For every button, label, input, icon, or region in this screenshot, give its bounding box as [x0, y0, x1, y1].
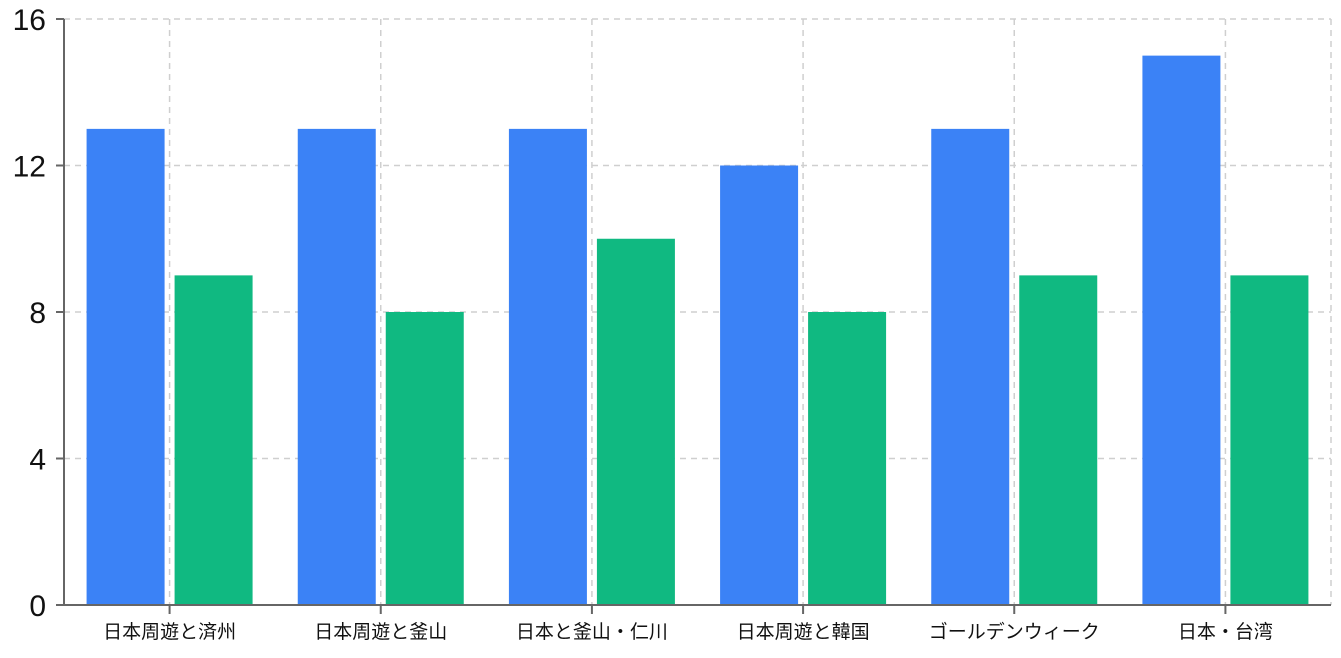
x-tick-label: 日本と釜山・仁川 — [516, 621, 668, 643]
grid — [64, 18, 1332, 605]
x-tick-label: 日本・台湾 — [1178, 621, 1273, 643]
bar-series-2 — [1019, 275, 1098, 605]
bar-series-1 — [931, 128, 1010, 605]
bar-series-1 — [86, 128, 165, 605]
bar-series-1 — [508, 128, 587, 605]
bar-series-1 — [1142, 55, 1221, 605]
y-tick-label: 12 — [13, 151, 46, 184]
y-axis-ticks: 0 4 8 12 16 — [13, 4, 64, 623]
y-tick-label: 4 — [29, 444, 46, 477]
x-tick-label: 日本周遊と韓国 — [737, 621, 870, 643]
bar-series-2 — [808, 312, 887, 605]
x-tick-label: 日本周遊と釜山 — [314, 621, 447, 643]
x-axis-ticks: 日本周遊と済州 日本周遊と釜山 日本と釜山・仁川 日本周遊と韓国 ゴールデンウィーク 日本… — [103, 605, 1273, 643]
bar-series-2 — [1230, 275, 1309, 605]
bar-series-2 — [596, 238, 675, 605]
bars — [86, 55, 1309, 605]
x-tick-label: ゴールデンウィーク — [929, 621, 1100, 643]
x-tick-label: 日本周遊と済州 — [103, 621, 236, 643]
y-tick-label: 0 — [29, 590, 46, 623]
bar-series-2 — [385, 312, 464, 605]
bar-series-1 — [297, 128, 376, 605]
y-tick-label: 8 — [29, 297, 46, 330]
bar-series-2 — [174, 275, 253, 605]
y-tick-label: 16 — [13, 4, 46, 37]
bar-series-1 — [720, 165, 799, 605]
